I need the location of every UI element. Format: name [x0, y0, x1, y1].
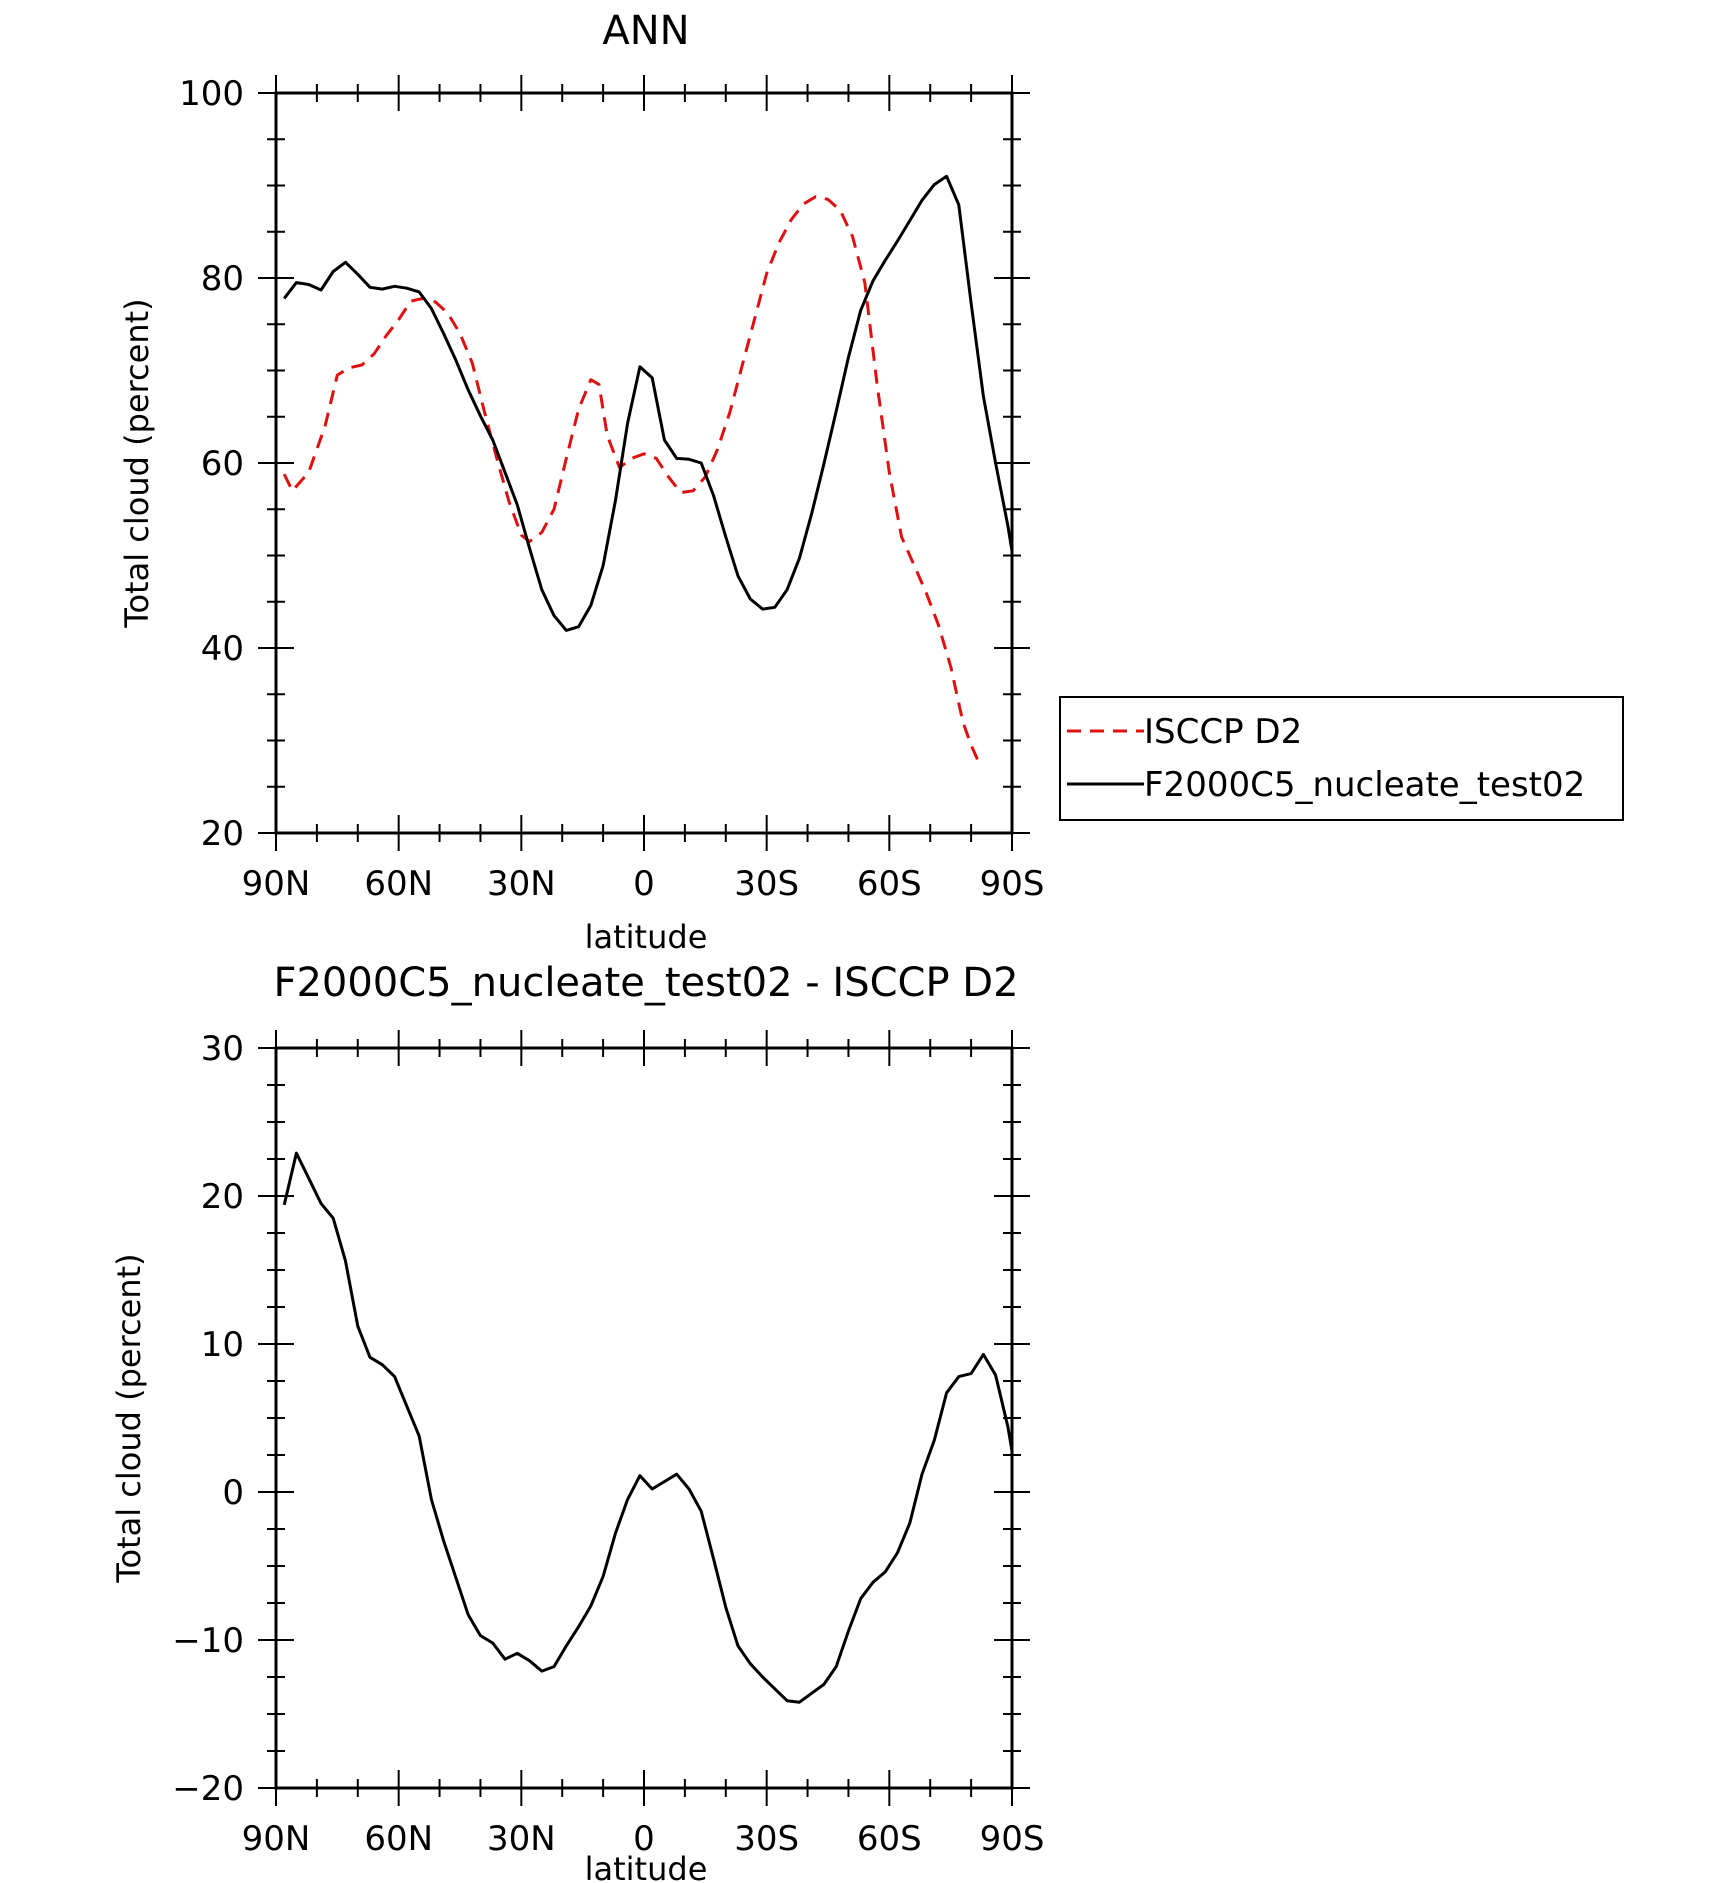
- bottom-series-layer: [282, 1151, 1012, 1704]
- top-y-tick-labels: 20 40 60 80 100: [179, 74, 244, 854]
- y-tick-label: −10: [172, 1621, 244, 1661]
- x-tick-label: 60N: [364, 1819, 433, 1859]
- y-tick-label: 100: [179, 74, 244, 114]
- y-tick-label: 40: [201, 629, 244, 669]
- bottom-x-axis-label: latitude: [585, 1850, 708, 1883]
- bottom-plot-frame: [274, 1046, 1014, 1790]
- x-tick-label: 90N: [242, 864, 311, 904]
- top-y-axis-label: Total cloud (percent): [118, 298, 156, 628]
- legend-box: [1059, 696, 1624, 821]
- top-series-layer: [282, 174, 1012, 765]
- x-tick-label: 0: [633, 864, 655, 904]
- y-tick-label: −20: [172, 1769, 244, 1809]
- y-tick-label: 20: [201, 814, 244, 854]
- x-tick-label: 90S: [980, 1819, 1045, 1859]
- bottom-tick-marks: [258, 1030, 1030, 1806]
- y-tick-label: 80: [201, 259, 244, 299]
- x-tick-label: 0: [633, 1819, 655, 1859]
- x-tick-label: 60S: [857, 1819, 922, 1859]
- x-tick-label: 90S: [980, 864, 1045, 904]
- top-plot-frame: [274, 91, 1014, 835]
- x-tick-label: 30N: [487, 1819, 556, 1859]
- x-tick-label: 90N: [242, 1819, 311, 1859]
- top-x-tick-labels: 90N 60N 30N 0 30S 60S 90S: [242, 864, 1045, 904]
- x-tick-label: 60S: [857, 864, 922, 904]
- y-tick-label: 10: [201, 1325, 244, 1365]
- legend-label-isccp: ISCCP D2: [1144, 712, 1302, 752]
- bottom-chart-title: F2000C5_nucleate_test02 - ISCCP D2: [273, 960, 1018, 1006]
- top-chart-title: ANN: [602, 8, 689, 54]
- legend: ISCCP D2 F2000C5_nucleate_test02: [1059, 696, 1624, 821]
- y-tick-label: 30: [201, 1029, 244, 1069]
- y-tick-label: 20: [201, 1177, 244, 1217]
- y-tick-label: 60: [201, 444, 244, 484]
- x-tick-label: 30N: [487, 864, 556, 904]
- x-tick-label: 30S: [734, 1819, 799, 1859]
- bottom-y-tick-labels: −20 −10 0 10 20 30: [172, 1029, 244, 1809]
- y-tick-label: 0: [222, 1473, 244, 1513]
- x-tick-label: 60N: [364, 864, 433, 904]
- bottom-y-axis-label: Total cloud (percent): [110, 1253, 148, 1583]
- f2000c5-nucleate-test02-series-line: [283, 174, 1012, 632]
- isccp-d2-series-line: [282, 195, 981, 765]
- bottom-panel: F2000C5_nucleate_test02 - ISCCP D2 −20 −1…: [110, 960, 1045, 1883]
- top-tick-marks: [258, 75, 1030, 851]
- bottom-x-tick-labels: 90N 60N 30N 0 30S 60S 90S: [242, 1819, 1045, 1859]
- x-tick-label: 30S: [734, 864, 799, 904]
- difference-series-line: [282, 1151, 1012, 1704]
- top-x-axis-label: latitude: [585, 918, 708, 956]
- legend-label-model: F2000C5_nucleate_test02: [1144, 765, 1585, 805]
- top-panel: ANN 20 40 60 80 100 90N 60N 30N 0 30S 60S 90S lati…: [118, 8, 1624, 956]
